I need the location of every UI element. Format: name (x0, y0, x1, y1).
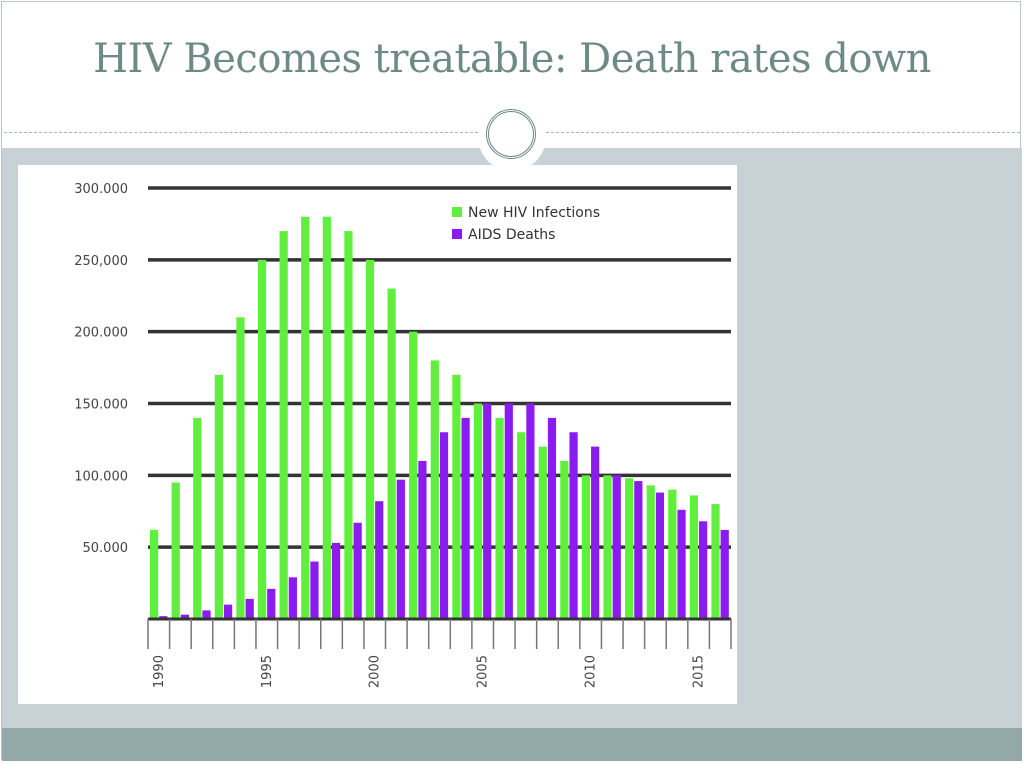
legend-swatch-deaths (452, 229, 462, 239)
slide-title: HIV Becomes treatable: Death rates down (93, 36, 931, 82)
bar-aids-deaths (180, 614, 190, 619)
bar-aids-deaths (267, 588, 276, 619)
y-tick-label: 100.000 (74, 469, 128, 484)
x-tick-label: 2005 (476, 655, 491, 688)
legend-swatch-infections (452, 207, 462, 217)
bar-aids-deaths (396, 479, 405, 619)
bar-new-hiv-infections (344, 231, 353, 619)
bar-aids-deaths (202, 610, 211, 619)
bar-new-hiv-infections (668, 489, 677, 619)
footer-band (2, 728, 1022, 761)
bar-new-hiv-infections (236, 317, 245, 619)
x-axis-labels: 1990 1995 2000 2005 2010 2015 (152, 655, 707, 688)
bar-new-hiv-infections (430, 360, 439, 619)
bar-new-hiv-infections (171, 482, 180, 619)
title-divider-left (4, 132, 478, 133)
bar-new-hiv-infections (711, 504, 720, 619)
bar-aids-deaths (418, 460, 427, 619)
bar-new-hiv-infections (603, 475, 612, 619)
y-tick-label: 150.000 (74, 398, 128, 413)
x-tick-label: 2010 (584, 655, 599, 688)
legend-label-infections: New HIV Infections (468, 205, 600, 221)
bar-aids-deaths (526, 403, 535, 619)
bars (150, 216, 729, 619)
bar-aids-deaths (223, 604, 233, 619)
bar-aids-deaths (310, 561, 319, 619)
bar-aids-deaths (504, 403, 513, 619)
bar-aids-deaths (245, 598, 254, 619)
y-tick-label: 200.000 (74, 326, 128, 341)
bar-aids-deaths (547, 417, 557, 619)
bar-aids-deaths (461, 417, 470, 619)
bar-aids-deaths (483, 403, 492, 619)
y-tick-label: 250,000 (74, 254, 128, 269)
gridlines (148, 186, 731, 549)
x-tick-label: 1995 (260, 655, 275, 688)
bar-new-hiv-infections (301, 216, 310, 619)
title-divider-right (546, 132, 1020, 133)
ring-ornament-icon (486, 109, 536, 159)
bar-new-hiv-infections (365, 259, 375, 619)
bar-new-hiv-infections (409, 331, 418, 619)
y-axis-ticks: 300.000 250,000 200.000 150.000 100.000 50.00… (74, 182, 128, 556)
chart-container: 300.000 250,000 200.000 150.000 100.000 50.00… (18, 165, 737, 704)
bar-new-hiv-infections (560, 460, 569, 619)
bar-aids-deaths (353, 522, 362, 619)
bar-new-hiv-infections (257, 259, 267, 619)
bar-new-hiv-infections (646, 485, 655, 619)
x-tick-label: 1990 (152, 655, 167, 688)
bar-new-hiv-infections (387, 288, 396, 619)
bar-aids-deaths (634, 481, 643, 619)
bar-new-hiv-infections (538, 446, 547, 619)
y-tick-label: 50.000 (83, 541, 129, 556)
bar-new-hiv-infections (517, 432, 526, 619)
bar-new-hiv-infections (689, 495, 699, 619)
bar-aids-deaths (331, 542, 341, 619)
bar-new-hiv-infections (193, 417, 202, 619)
bar-aids-deaths (375, 501, 384, 619)
bar-new-hiv-infections (214, 374, 223, 619)
x-axis (147, 617, 732, 649)
legend-label-deaths: AIDS Deaths (468, 227, 555, 243)
bar-aids-deaths (439, 432, 449, 619)
bar-aids-deaths (288, 577, 297, 619)
bar-new-hiv-infections (473, 403, 483, 619)
bar-aids-deaths (677, 509, 686, 619)
x-tick-label: 2000 (368, 655, 383, 688)
bar-new-hiv-infections (150, 529, 159, 619)
x-tick-label: 2015 (692, 655, 707, 688)
bar-new-hiv-infections (625, 478, 634, 619)
bar-new-hiv-infections (581, 475, 591, 619)
bar-chart: 300.000 250,000 200.000 150.000 100.000 50.00… (74, 182, 732, 688)
bar-new-hiv-infections (279, 231, 288, 619)
bar-new-hiv-infections (495, 417, 504, 619)
bar-aids-deaths (612, 475, 621, 619)
y-tick-label: 300.000 (74, 182, 128, 197)
bar-aids-deaths (655, 492, 665, 619)
bar-aids-deaths (720, 529, 729, 619)
bar-aids-deaths (569, 432, 578, 619)
bar-new-hiv-infections (322, 216, 331, 619)
legend: New HIV Infections AIDS Deaths (452, 205, 600, 243)
bar-new-hiv-infections (452, 374, 461, 619)
bar-aids-deaths (699, 521, 708, 619)
bar-aids-deaths (591, 446, 600, 619)
